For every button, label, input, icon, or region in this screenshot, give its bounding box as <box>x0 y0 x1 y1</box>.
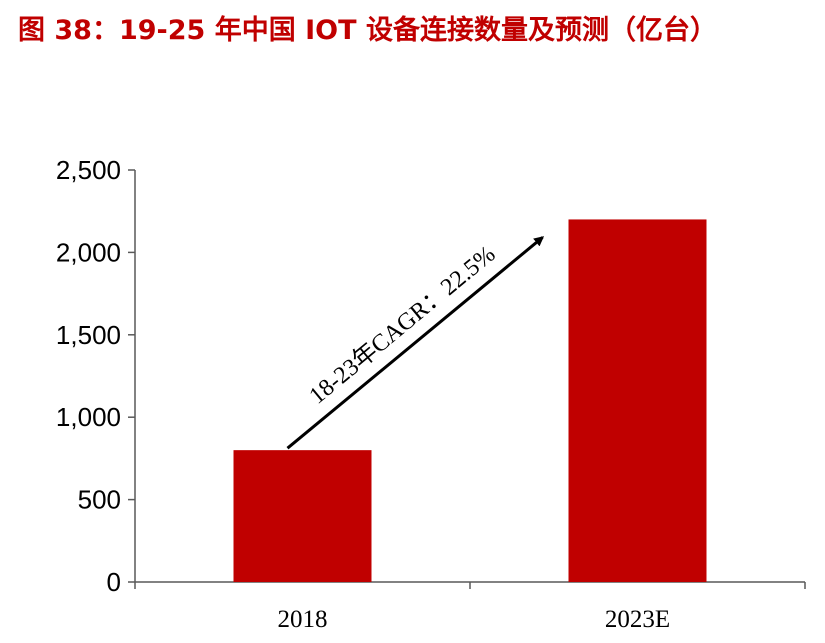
cagr-annotation: 18-23年CAGR：22.5% <box>286 236 545 450</box>
y-tick-label: 2,500 <box>56 155 121 185</box>
y-tick-label: 1,500 <box>56 320 121 350</box>
x-tick-label: 2018 <box>278 606 328 633</box>
cagr-arrow <box>286 236 545 450</box>
x-tick-labels: 2018 2023E <box>278 606 671 633</box>
bar-2023e <box>568 219 707 582</box>
bar-2018 <box>233 450 372 582</box>
y-tick-labels: 0 500 1,000 1,500 2,000 2,500 <box>56 155 121 597</box>
chart-bars <box>233 219 707 582</box>
x-tick-label: 2023E <box>605 606 670 633</box>
y-tick-label: 2,000 <box>56 237 121 267</box>
chart-title: 图 38：19-25 年中国 IOT 设备连接数量及预测（亿台） <box>18 15 717 46</box>
y-tick-label: 500 <box>78 485 121 515</box>
y-tick-label: 0 <box>107 567 121 597</box>
y-tick-label: 1,000 <box>56 402 121 432</box>
cagr-label: 18-23年CAGR：22.5% <box>304 241 501 410</box>
